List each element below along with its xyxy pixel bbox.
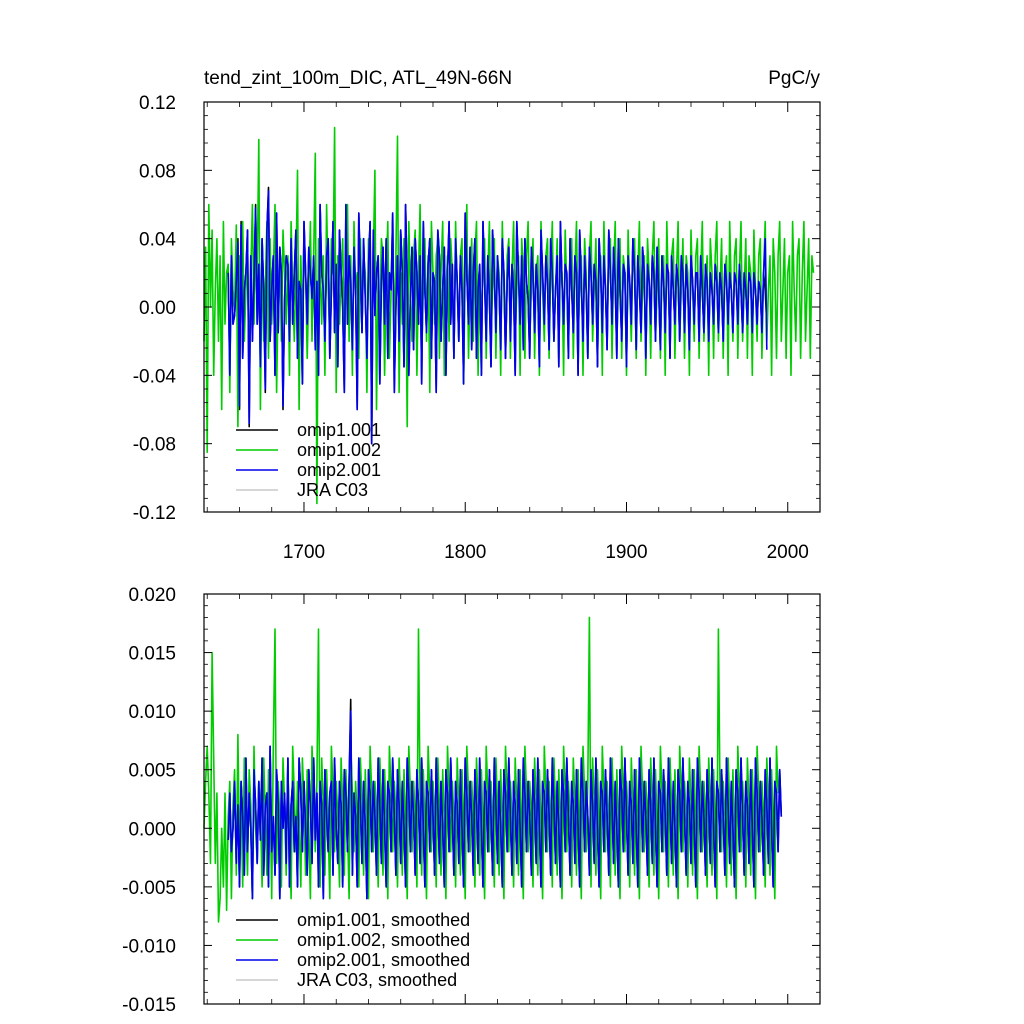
series-lines [203,616,783,923]
x-tick-label: 1800 [444,542,486,563]
y-tick-label: 0.04 [139,230,176,251]
series-line-2 [227,190,768,445]
y-tick-label: 0.000 [128,819,176,840]
legend-label: omip1.001, smoothed [297,910,470,930]
y-tick-label: 0.020 [128,585,176,606]
y-tick-label: -0.12 [133,503,176,524]
y-tick-label: -0.005 [122,878,176,899]
axis-ticks: -0.015 -0.010 -0.005 0.000 0.005 0.010 0.015 0.… [122,585,821,1016]
x-tick-label: 2000 [767,542,809,563]
top-panel: tend_zint_100m_DIC, ATL_49N-66N PgC/y -0… [133,68,821,563]
plot-frame [203,593,821,1005]
series-line-2 [227,710,783,900]
x-tick-label: 1700 [283,542,325,563]
panel-title: tend_zint_100m_DIC, ATL_49N-66N [204,68,512,89]
bottom-panel: -0.015 -0.010 -0.005 0.000 0.005 0.010 0.015 0.… [122,585,821,1016]
series-lines [203,126,815,505]
y-tick-label: 0.005 [128,761,176,782]
legend-label: omip1.001 [297,420,381,440]
legend-label: JRA C03 [297,480,368,500]
y-tick-label: -0.04 [133,366,177,387]
units-label: PgC/y [768,68,820,89]
y-tick-label: -0.010 [122,936,176,957]
y-tick-label: 0.015 [128,644,176,665]
y-tick-label: 0.010 [128,702,176,723]
y-tick-label: 0.12 [139,93,176,114]
y-tick-label: 0.08 [139,161,176,182]
legend-label: omip1.002, smoothed [297,930,470,950]
y-tick-label: -0.015 [122,995,176,1016]
axis-ticks: -0.12 -0.08 -0.04 0.00 0.04 0.08 0.12 1700 1800 1… [133,93,821,563]
y-tick-label: -0.08 [133,435,176,456]
legend-label: JRA C03, smoothed [297,970,457,990]
legend-label: omip2.001, smoothed [297,950,470,970]
y-tick-label: 0.00 [139,298,176,319]
x-tick-label: 1900 [605,542,647,563]
legend-label: omip1.002 [297,440,381,460]
legend-label: omip2.001 [297,460,381,480]
